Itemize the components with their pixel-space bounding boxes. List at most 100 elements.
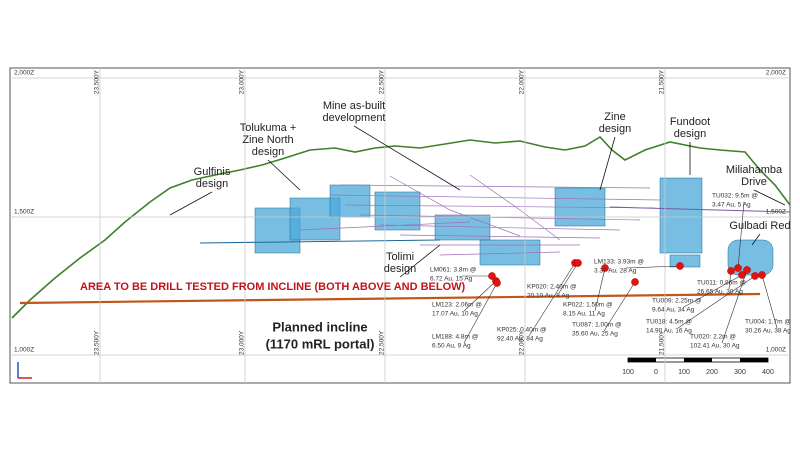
annotation: Tolimi <box>386 251 414 263</box>
z-label: 1,000Z <box>14 347 34 354</box>
annotation: design <box>196 178 228 190</box>
intercept-label: 9.64 Au, 34 Ag <box>652 307 695 314</box>
z-label: 1,500Z <box>14 209 34 216</box>
annotation: design <box>252 146 284 158</box>
annotation: Miliahamba <box>726 164 783 176</box>
annotation: Drive <box>741 176 767 188</box>
drive <box>199 239 441 244</box>
intercept-label: 6.50 Au, 9 Ag <box>432 343 471 350</box>
intercept-label: KP020: 2.40m @ <box>527 284 577 291</box>
leader <box>737 201 745 269</box>
leader <box>603 281 636 332</box>
z-label: 1,500Z <box>766 209 786 216</box>
leader <box>169 191 213 216</box>
intercept-dot <box>758 271 766 279</box>
intercept-label: TU011: 0.86m @ <box>697 280 747 287</box>
leader <box>353 125 461 191</box>
intercept-label: LM188: 4.8m @ <box>432 334 479 341</box>
y-label: 21,500Y <box>659 330 666 355</box>
leader <box>528 262 576 337</box>
intercept-dot <box>727 267 735 275</box>
leader <box>558 262 579 294</box>
intercept-label: 6.72 Au, 15 Ag <box>430 276 473 283</box>
intercept-label: 26.65 Au, 30 Ag <box>697 289 743 296</box>
intercept-dot <box>493 279 501 287</box>
intercept-label: KP022: 1.50m @ <box>563 302 613 309</box>
intercept-label: TU004: 1.7m @ <box>745 319 791 326</box>
y-label: 23,500Y <box>94 330 101 355</box>
leader <box>683 274 743 308</box>
intercept-dot <box>574 259 582 267</box>
leader <box>463 282 498 344</box>
intercept-label: TU009: 2.25m @ <box>652 298 702 305</box>
annotation: Mine as-built <box>323 100 385 112</box>
y-label: 22,000Y <box>519 330 526 355</box>
scale-label: 400 <box>762 369 774 376</box>
intercept-label: KP025: 0.40m @ <box>497 327 547 334</box>
leader <box>751 233 761 246</box>
leader <box>399 244 441 278</box>
leader <box>625 265 681 269</box>
intercept-label: 3.37 Au, 28 Ag <box>594 268 637 275</box>
intercept-label: 92.40 Au, 84 Ag <box>497 336 543 343</box>
z-label: 2,000Z <box>766 70 786 77</box>
y-label: 22,500Y <box>379 330 386 355</box>
planned-incline <box>19 292 761 305</box>
intercept-label: 30.26 Au, 38 Ag <box>745 328 791 335</box>
intercept-dot <box>676 262 684 270</box>
annotation: Fundoot <box>670 116 710 128</box>
y-label: 23,500Y <box>94 69 101 94</box>
banner: AREA TO BE DRILL TESTED FROM INCLINE (BO… <box>80 281 466 293</box>
y-label: 22,500Y <box>379 69 386 94</box>
terrain <box>11 135 791 319</box>
scale-label: 100 <box>622 369 634 376</box>
incline-label: (1170 mRL portal) <box>266 336 375 351</box>
annotation: Zine North <box>242 134 293 146</box>
intercept-label: 14.90 Au, 16 Ag <box>646 328 692 335</box>
y-label: 21,500Y <box>659 69 666 94</box>
intercept-label: 8.15 Au, 11 Ag <box>563 311 605 318</box>
intercept-dot <box>743 266 751 274</box>
intercept-label: LM133: 3.93m @ <box>594 259 644 266</box>
intercept-label: LM123: 2.06m @ <box>432 302 482 309</box>
z-label: 2,000Z <box>14 70 34 77</box>
intercept-dot <box>488 272 496 280</box>
scale-label: 200 <box>706 369 718 376</box>
scale-label: 300 <box>734 369 746 376</box>
annotation: Zine <box>604 111 625 123</box>
axis-glyph <box>17 362 32 379</box>
annotation: design <box>384 263 416 275</box>
intercept-label: 35.60 Au, 25 Ag <box>572 331 618 338</box>
leader <box>753 189 786 206</box>
intercept-label: TU018: 4.5m @ <box>646 319 692 326</box>
scale-label: 100 <box>678 369 690 376</box>
intercept-dot <box>734 264 742 272</box>
leader <box>599 136 616 191</box>
z-label: 1,000Z <box>766 347 786 354</box>
intercept-dot <box>631 278 639 286</box>
intercept-dot <box>751 272 759 280</box>
intercept-label: TU087: 1.00m @ <box>572 322 622 329</box>
annotation: design <box>599 123 631 135</box>
annotation: Tolukuma + <box>240 122 297 134</box>
intercept-label: LM061: 3.8m @ <box>430 267 477 274</box>
annotation: design <box>674 128 706 140</box>
leader <box>761 274 778 329</box>
y-label: 22,000Y <box>519 69 526 94</box>
leader <box>594 267 606 312</box>
leader <box>721 269 748 344</box>
intercept-label: 17.07 Au, 10 Ag <box>432 311 478 318</box>
leader <box>463 280 497 312</box>
annotation: development <box>323 112 386 124</box>
intercept-label: 102.41 Au, 30 Ag <box>690 343 740 350</box>
annotation: Gulfinis <box>194 166 231 178</box>
leader <box>267 159 301 191</box>
miliahamba-drive <box>609 206 791 213</box>
intercept-label: TU020: 2.2m @ <box>690 334 736 341</box>
intercept-dot <box>601 264 609 272</box>
incline-label: Planned incline <box>272 319 367 334</box>
y-label: 23,000Y <box>239 69 246 94</box>
scale-bar <box>627 357 769 363</box>
intercept-label: 20.10 Au, 8 Ag <box>527 293 570 300</box>
